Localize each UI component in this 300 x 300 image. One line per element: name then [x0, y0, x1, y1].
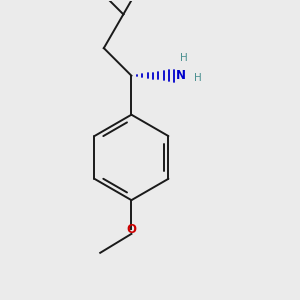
Text: O: O [126, 223, 136, 236]
Text: H: H [194, 73, 202, 82]
Text: N: N [176, 69, 186, 82]
Text: H: H [181, 53, 188, 63]
